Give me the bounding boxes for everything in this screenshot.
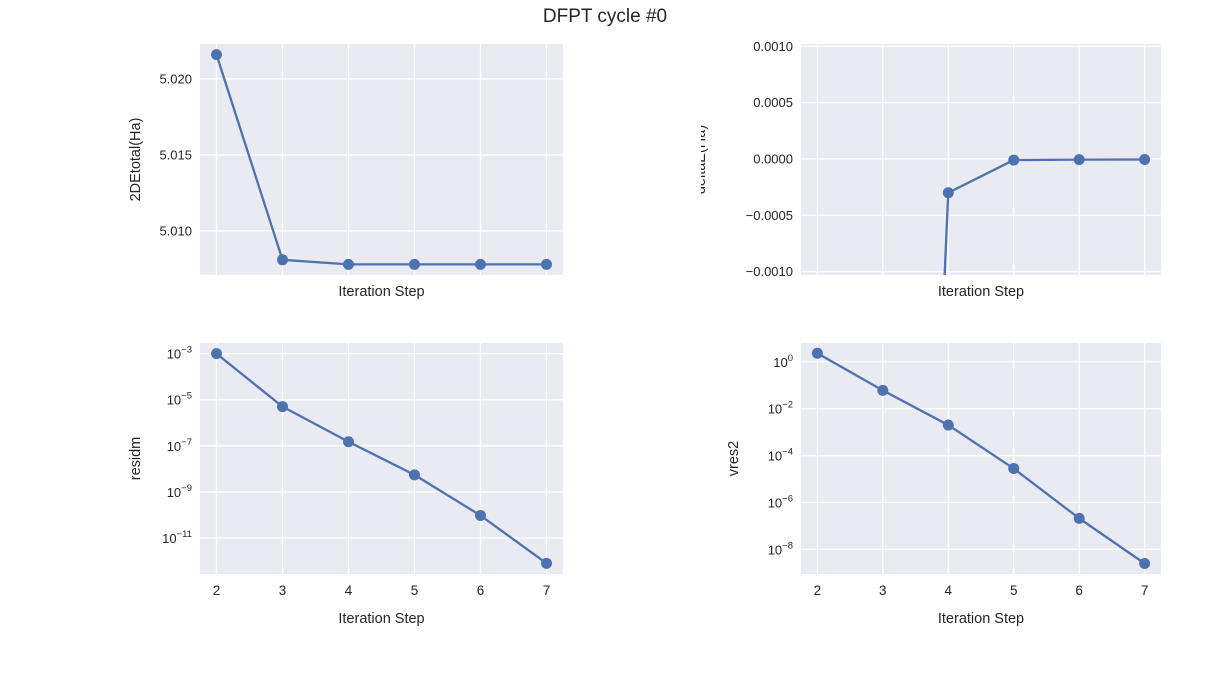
y-tick-label: 0.0010	[753, 39, 793, 54]
x-tick-label: 2	[814, 583, 822, 598]
data-point	[277, 254, 288, 266]
y-tick-label: 5.020	[159, 71, 192, 86]
x-tick-label: 3	[879, 583, 887, 598]
x-tick-label: 4	[345, 583, 353, 598]
data-point	[811, 347, 823, 359]
data-point	[942, 187, 954, 199]
figure-title: DFPT cycle #0	[542, 6, 668, 27]
subplot-residm: 10−3 10−5 10−7 10−9 10−11 2 3 4 5 6 7 Iteration Ste…	[125, 333, 580, 629]
y-tick-label: 10−4	[768, 447, 793, 464]
x-tick-label: 7	[543, 583, 551, 598]
y-tick-label: 10−2	[768, 400, 793, 417]
y-tick-label: 0.0000	[753, 151, 793, 166]
data-point	[1139, 557, 1151, 569]
data-point	[1008, 463, 1020, 475]
x-tick-label: 2	[213, 583, 221, 598]
subplot-deltae: −0.0010 −0.0005 0.0000 0.0005 0.0010 Iteratio…	[701, 34, 1173, 330]
data-point	[211, 348, 222, 360]
data-point	[1073, 154, 1085, 166]
data-point	[475, 509, 486, 521]
data-line	[215, 352, 548, 565]
y-tick-label: 100	[773, 353, 793, 370]
plot-area	[801, 343, 1161, 574]
data-point	[1139, 154, 1151, 165]
chart-2detotal: 5.010 5.015 5.020 Iteration Step 2DEtotal(Ha…	[128, 44, 563, 300]
data-point	[1073, 512, 1085, 524]
y-tick-label: −0.0005	[746, 208, 793, 223]
data-point	[409, 258, 420, 270]
chart-vres2: 100 10−2 10−4 10−6 10−8 2 3 4 5 6 7 Iteration Step v…	[726, 343, 1161, 627]
data-series	[211, 49, 552, 270]
y-tick-label: −0.0010	[746, 264, 793, 279]
data-point	[409, 469, 420, 481]
y-axis-label: deltaE(Ha)	[701, 125, 709, 194]
x-axis-label: Iteration Step	[338, 611, 424, 627]
data-point	[211, 49, 222, 61]
x-axis-label: Iteration Step	[338, 284, 424, 300]
y-tick-label: 0.0005	[753, 95, 793, 110]
data-series	[942, 154, 1151, 275]
y-axis-label: vres2	[726, 441, 742, 476]
x-tick-label: 4	[945, 583, 953, 598]
data-point	[1008, 154, 1020, 166]
y-tick-label: 10−3	[167, 345, 192, 362]
data-point	[475, 258, 486, 270]
data-point	[343, 436, 354, 448]
x-axis-label: Iteration Step	[938, 611, 1024, 627]
data-point	[877, 384, 889, 396]
x-tick-label: 5	[411, 583, 419, 598]
x-tick-label: 3	[279, 583, 287, 598]
data-point	[277, 401, 288, 413]
chart-residm: 10−3 10−5 10−7 10−9 10−11 2 3 4 5 6 7 Iteration Ste…	[128, 343, 563, 627]
subplot-2detotal: 5.010 5.015 5.020 Iteration Step 2DEtotal(Ha…	[125, 34, 580, 330]
data-line	[816, 352, 1146, 565]
y-tick-label: 10−8	[768, 540, 793, 557]
data-line	[215, 53, 548, 266]
data-point	[942, 419, 954, 431]
y-axis-label: residm	[128, 437, 144, 481]
y-axis-label: 2DEtotal(Ha)	[128, 118, 144, 202]
data-series	[811, 347, 1151, 569]
y-tick-label: 10−9	[167, 483, 192, 500]
data-point	[541, 258, 552, 270]
plot-area	[200, 44, 563, 275]
x-axis-label: Iteration Step	[938, 284, 1024, 300]
data-point	[541, 557, 552, 569]
x-tick-label: 6	[477, 583, 485, 598]
y-tick-label: 5.015	[159, 147, 192, 162]
x-tick-label: 5	[1010, 583, 1018, 598]
x-tick-label: 7	[1141, 583, 1149, 598]
chart-deltae: −0.0010 −0.0005 0.0000 0.0005 0.0010 Iteratio…	[701, 39, 1161, 300]
data-point	[343, 258, 354, 270]
y-tick-label: 10−5	[167, 391, 192, 408]
y-tick-label: 10−6	[768, 493, 793, 510]
subplot-vres2: 100 10−2 10−4 10−6 10−8 2 3 4 5 6 7 Iteration Step v…	[701, 333, 1173, 629]
y-tick-label: 5.010	[159, 223, 192, 238]
data-series	[211, 348, 552, 569]
y-tick-label: 10−7	[167, 437, 192, 454]
x-tick-label: 6	[1075, 583, 1083, 598]
y-tick-label: 10−11	[162, 529, 192, 546]
